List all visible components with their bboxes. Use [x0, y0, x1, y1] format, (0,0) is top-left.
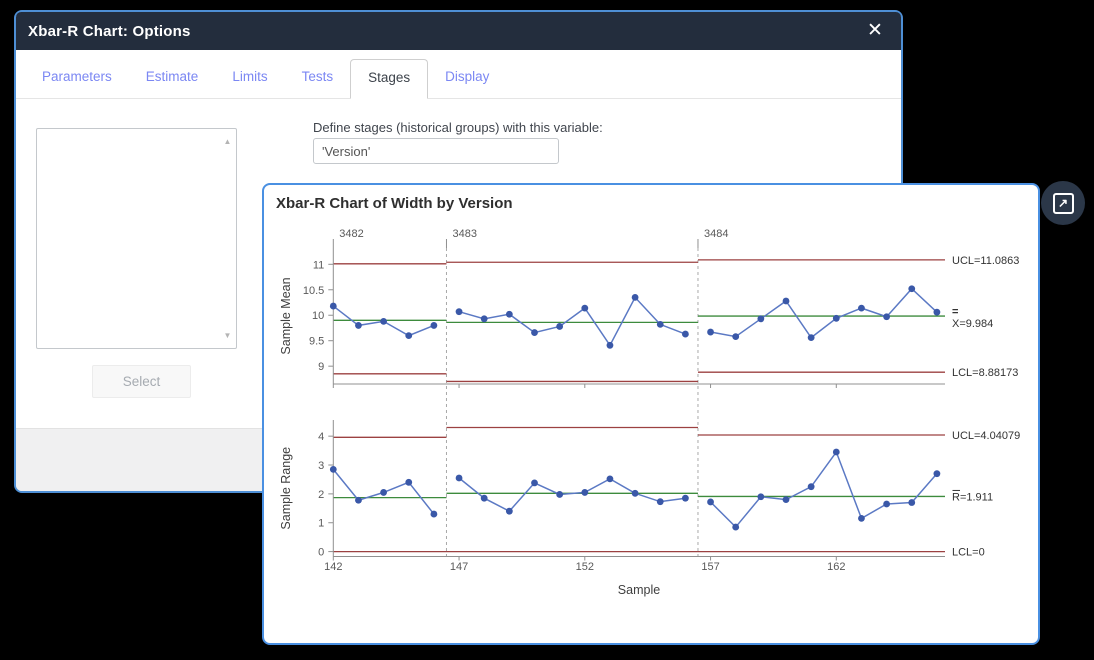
tab-tests[interactable]: Tests [301, 69, 334, 84]
svg-text:3482: 3482 [339, 228, 363, 240]
scroll-up-icon[interactable]: ▲ [223, 137, 232, 146]
svg-text:LCL=0: LCL=0 [952, 547, 985, 559]
svg-text:1: 1 [318, 518, 324, 530]
svg-text:147: 147 [450, 561, 468, 573]
svg-text:162: 162 [827, 561, 845, 573]
svg-text:Sample Range: Sample Range [279, 447, 293, 530]
tab-estimate[interactable]: Estimate [145, 69, 199, 84]
define-stages-label: Define stages (historical groups) with t… [313, 120, 603, 135]
svg-text:UCL=11.0863: UCL=11.0863 [952, 255, 1019, 267]
svg-text:=: = [952, 306, 958, 318]
stage-variable-input[interactable] [313, 138, 559, 164]
tab-stages[interactable]: Stages [350, 59, 429, 99]
dialog-title: Xbar-R Chart: Options [28, 22, 191, 40]
select-button[interactable]: Select [92, 365, 191, 398]
svg-text:R=1.911: R=1.911 [952, 491, 993, 503]
svg-text:0: 0 [318, 547, 324, 559]
svg-text:UCL=4.04079: UCL=4.04079 [952, 430, 1020, 442]
chart-title: Xbar-R Chart of Width by Version [276, 195, 513, 212]
expand-arrow-icon: ↗ [1052, 192, 1074, 214]
svg-text:9.5: 9.5 [309, 336, 324, 348]
tab-parameters[interactable]: Parameters [42, 69, 112, 84]
close-icon[interactable]: ✕ [867, 20, 883, 41]
svg-text:LCL=8.88173: LCL=8.88173 [952, 367, 1018, 379]
svg-text:3483: 3483 [452, 228, 476, 240]
tab-limits[interactable]: Limits [232, 69, 268, 84]
dialog-titlebar: Xbar-R Chart: Options ✕ [16, 12, 901, 50]
svg-text:11: 11 [313, 259, 324, 271]
svg-text:157: 157 [701, 561, 719, 573]
svg-text:Sample Mean: Sample Mean [279, 277, 293, 354]
variable-listbox[interactable]: ▲ ▼ [36, 128, 237, 349]
scroll-down-icon[interactable]: ▼ [223, 331, 232, 340]
svg-text:3: 3 [318, 460, 324, 472]
svg-text:142: 142 [324, 561, 342, 573]
svg-text:152: 152 [576, 561, 594, 573]
open-in-window-button[interactable]: ↗ [1041, 181, 1085, 225]
svg-text:2: 2 [318, 489, 324, 501]
tab-bar: Parameters Estimate Limits Tests Stages Displ… [16, 50, 901, 99]
tab-display[interactable]: Display [445, 69, 490, 84]
svg-text:10.5: 10.5 [303, 285, 324, 297]
svg-text:3484: 3484 [704, 228, 728, 240]
svg-text:X=9.984: X=9.984 [952, 318, 993, 330]
svg-text:10: 10 [312, 310, 324, 322]
svg-text:Sample: Sample [618, 583, 660, 597]
listbox-scrollbar[interactable]: ▲ ▼ [220, 130, 235, 347]
svg-text:9: 9 [318, 361, 324, 373]
svg-text:4: 4 [318, 431, 324, 443]
chart-window: Xbar-R Chart of Width by Version 3482 348… [262, 183, 1040, 645]
